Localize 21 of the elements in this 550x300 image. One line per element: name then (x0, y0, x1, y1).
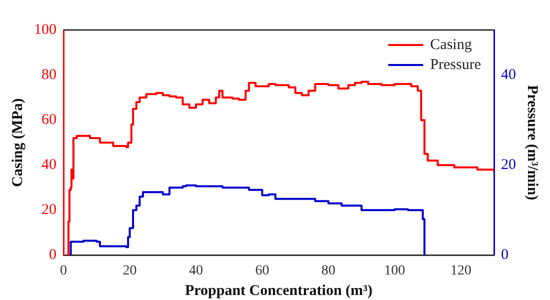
x-tick-label: 40 (188, 263, 203, 278)
x-tick-label: 20 (122, 263, 137, 278)
y2-tick-label: 40 (501, 66, 516, 83)
y-tick-label: 40 (42, 157, 56, 174)
x-tick-label: 80 (321, 263, 336, 278)
x-tick-label: 100 (384, 263, 406, 278)
y-tick-label: 0 (49, 247, 56, 264)
x-tick-label: 60 (255, 263, 270, 278)
x-axis-title: Proppant Concentration (m³) (184, 282, 373, 299)
y2-tick-label: 20 (501, 157, 516, 174)
y-tick-label: 20 (42, 202, 56, 218)
y-tick-label: 60 (42, 112, 56, 128)
y2-tick-label: 0 (501, 247, 508, 264)
legend-label: Casing (430, 36, 472, 53)
y-axis-title: Casing (MPa) (10, 98, 26, 187)
x-tick-label: 120 (450, 263, 472, 278)
legend-label: Pressure (430, 56, 482, 73)
y-tick-label: 80 (42, 66, 56, 83)
y-tick-label: 100 (34, 22, 56, 38)
y2-axis-title: Pressure (m³/min) (524, 85, 540, 200)
x-tick-label: 0 (60, 263, 67, 278)
